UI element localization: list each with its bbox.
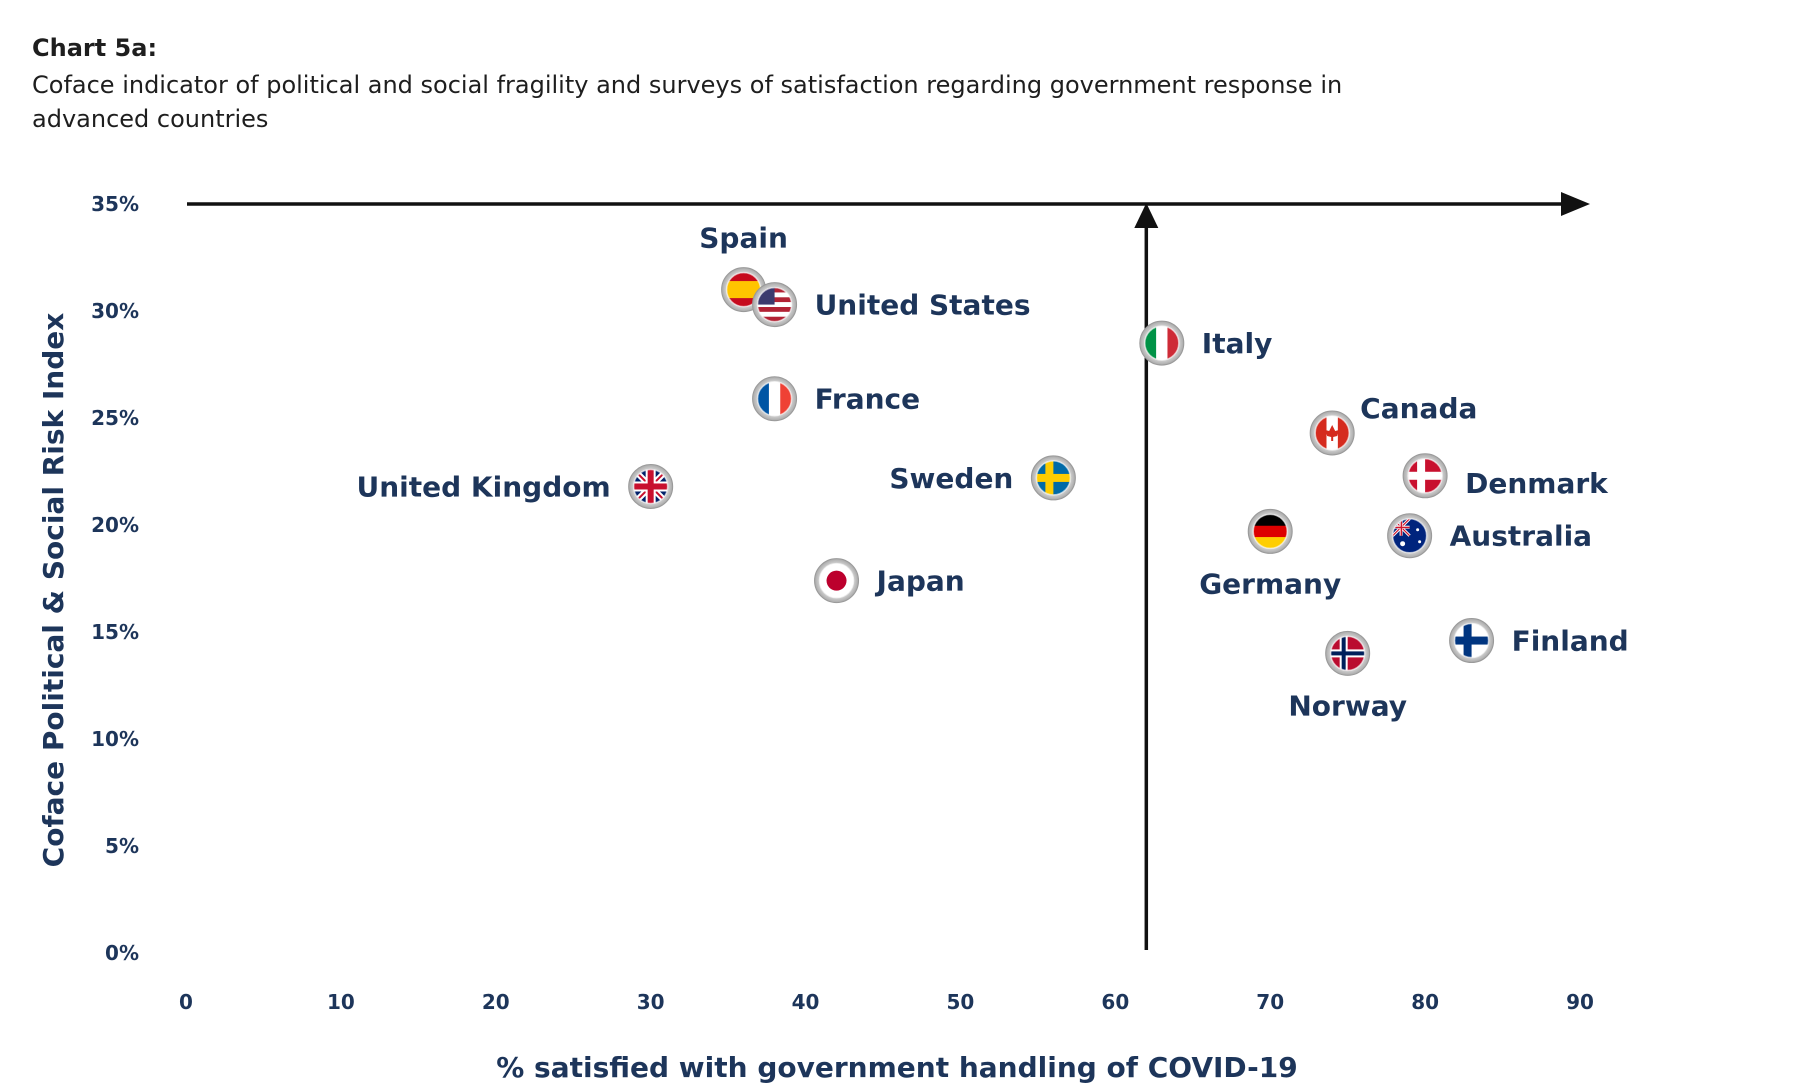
data-point-marker [1402, 453, 1448, 499]
france-flag-icon [757, 381, 792, 416]
point-label: Denmark [1465, 467, 1609, 500]
x-tick-label: 40 [792, 990, 820, 1014]
point-label: Australia [1450, 520, 1592, 553]
point-label: Spain [699, 222, 788, 255]
data-point-marker [752, 376, 798, 422]
italy-flag-icon [1144, 326, 1179, 361]
data-point-marker [814, 558, 860, 604]
finland-flag-icon [1454, 623, 1489, 658]
canada-flag-icon [1315, 415, 1350, 450]
sweden-flag-icon [1036, 460, 1071, 495]
data-point-marker [628, 463, 674, 509]
data-point-marker [1309, 410, 1355, 456]
x-axis-title: % satisfied with government handling of … [496, 1051, 1298, 1084]
y-tick-label: 5% [105, 834, 139, 858]
data-points: Spain United States Italy France Canada Denma… [356, 222, 1628, 723]
y-tick-label: 0% [105, 941, 139, 965]
data-point-marker [1449, 618, 1495, 664]
x-tick-label: 10 [327, 990, 355, 1014]
y-axis-title: Coface Political & Social Risk Index [37, 313, 70, 868]
germany-flag-icon [1253, 514, 1288, 549]
y-tick-label: 30% [91, 299, 139, 323]
chart-heading: Chart 5a: Coface indicator of political … [32, 34, 1532, 136]
top-arrowhead-icon [1561, 192, 1590, 216]
denmark-flag-icon [1408, 458, 1443, 493]
x-tick-label: 70 [1256, 990, 1284, 1014]
chart-number: Chart 5a: [32, 34, 158, 62]
y-tick-label: 35% [91, 192, 139, 216]
data-point-marker [1247, 508, 1293, 554]
point-label: France [815, 383, 921, 416]
spain-flag-icon [726, 272, 761, 307]
data-point-marker [752, 282, 798, 328]
data-point-marker [1139, 320, 1185, 366]
point-label: United States [815, 289, 1031, 322]
point-label: United Kingdom [356, 470, 610, 503]
point-label: Canada [1360, 392, 1477, 425]
x-tick-label: 60 [1101, 990, 1129, 1014]
japan-flag-icon [819, 563, 854, 598]
y-axis: 0% 5% 10% 15% 20% 25% 30% 35% [91, 192, 139, 965]
chart-subtitle: Coface indicator of political and social… [32, 71, 1343, 133]
x-tick-label: 50 [947, 990, 975, 1014]
point-label: Germany [1199, 567, 1341, 600]
point-label: Norway [1288, 689, 1407, 722]
point-label: Finland [1512, 625, 1629, 658]
australia-flag-icon [1392, 518, 1427, 553]
point-label: Japan [875, 565, 965, 598]
uk-flag-icon [633, 469, 668, 504]
x-tick-label: 30 [637, 990, 665, 1014]
data-point-marker [1387, 513, 1433, 559]
divider-arrowhead-icon [1134, 203, 1159, 228]
x-axis: 0 10 20 30 40 50 60 70 80 90 [179, 192, 1594, 1014]
y-tick-label: 20% [91, 513, 139, 537]
y-tick-label: 10% [91, 727, 139, 751]
y-tick-label: 15% [91, 620, 139, 644]
x-tick-label: 20 [482, 990, 510, 1014]
x-tick-label: 90 [1566, 990, 1594, 1014]
point-label: Sweden [889, 462, 1013, 495]
data-point-marker [1030, 455, 1076, 501]
y-tick-label: 25% [91, 406, 139, 430]
norway-flag-icon [1330, 636, 1365, 671]
x-tick-label: 0 [179, 990, 193, 1014]
data-point-marker [1325, 630, 1371, 676]
x-tick-label: 80 [1411, 990, 1439, 1014]
point-label: Italy [1202, 327, 1273, 360]
